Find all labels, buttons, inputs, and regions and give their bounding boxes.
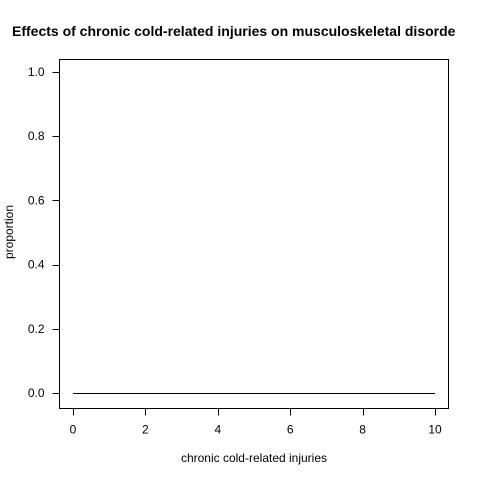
y-tick-label: 0.6 [28,193,45,207]
y-tick-label: 0.4 [28,258,45,272]
x-tick-label: 0 [70,423,77,437]
x-tick-label: 6 [287,423,294,437]
y-tick-label: 1.0 [28,65,45,79]
y-axis-label: proportion [2,205,16,259]
y-tick-label: 0.2 [28,322,45,336]
x-tick-label: 10 [428,423,442,437]
chart-title: Effects of chronic cold-related injuries… [12,23,456,39]
x-tick-label: 2 [142,423,149,437]
x-tick-label: 8 [359,423,366,437]
x-axis: 0 2 4 6 8 10 [70,408,442,437]
x-axis-label: chronic cold-related injuries [181,451,327,465]
y-tick-label: 0.8 [28,129,45,143]
y-axis: 0.0 0.2 0.4 0.6 0.8 1.0 [28,65,60,400]
x-tick-label: 4 [214,423,221,437]
y-tick-label: 0.0 [28,386,45,400]
